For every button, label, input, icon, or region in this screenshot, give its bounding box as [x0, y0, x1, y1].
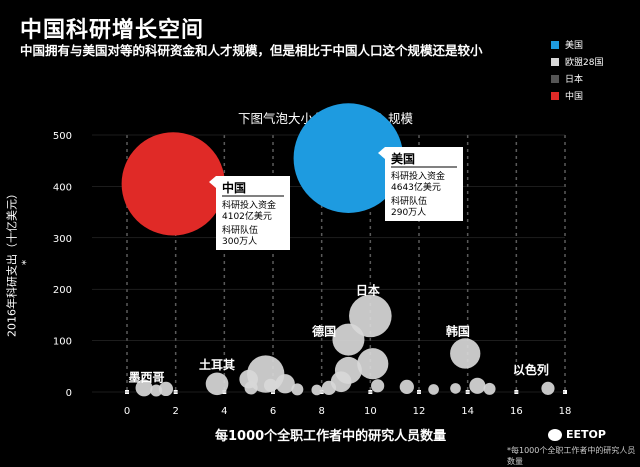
legend-item: 美国 — [551, 36, 603, 53]
country-label: 土耳其 — [199, 357, 235, 372]
bubble-eu-country — [334, 356, 362, 384]
bubble-eu-country — [428, 384, 439, 395]
bubble-eu-country — [541, 381, 555, 395]
brand-watermark: EETOP — [548, 428, 606, 441]
bubble-eu-country — [263, 378, 278, 392]
footnote: *每1000个全职工作者中的研究人员数量 — [507, 446, 636, 466]
legend-label: 欧盟28国 — [565, 58, 604, 68]
bubble-eu-country — [311, 384, 323, 396]
legend: 美国欧盟28国日本中国 — [551, 36, 603, 104]
bubble-eu-country — [158, 381, 174, 397]
y-tick-label: 200 — [53, 285, 72, 296]
callout-text: 科研队伍 — [222, 224, 258, 236]
callout-arrow — [209, 176, 216, 188]
y-axis-label: 2016年科研支出（十亿美元）* — [5, 188, 33, 337]
legend-swatch — [551, 40, 559, 49]
callout-country: 中国 — [222, 180, 246, 195]
bubble-eu-country — [371, 379, 385, 393]
bubble-usa — [293, 103, 404, 213]
x-tick-label: 0 — [124, 406, 130, 417]
bubble-eu-country — [483, 382, 496, 395]
chart-title-main: 中国科研增长空间 — [20, 18, 205, 43]
wechat-icon — [548, 428, 562, 441]
legend-label: 日本 — [565, 75, 584, 85]
bubble-eu-country — [291, 383, 304, 396]
x-tick-label: 6 — [270, 406, 276, 417]
chart-subtitle: 中国拥有与美国对等的科研资金和人才规模，但是相比于中国人口这个规模还是较小 — [20, 43, 483, 58]
legend-label: 中国 — [565, 92, 584, 102]
bubble-eu-country — [349, 294, 392, 338]
x-axis-label: 每1000个全职工作者中的研究人员数量 — [215, 429, 447, 444]
bubble-eu-country — [205, 372, 229, 396]
legend-swatch — [551, 91, 559, 100]
callout-country: 美国 — [391, 151, 415, 166]
callout-box — [216, 176, 290, 250]
bubble-eu-country — [450, 383, 461, 394]
legend-swatch — [551, 74, 559, 83]
country-label: 韩国 — [446, 323, 470, 338]
bubble-eu-country — [135, 379, 153, 397]
x-tick-label: 12 — [413, 406, 426, 417]
callout-text: 4643亿美元 — [391, 181, 441, 193]
callout-text: 300万人 — [222, 236, 257, 247]
callout-text: 4102亿美元 — [222, 210, 272, 222]
x-tick-label: 14 — [461, 406, 474, 417]
country-label: 日本 — [356, 282, 380, 297]
y-tick-label: 100 — [53, 337, 72, 348]
x-tick-label: 2 — [172, 406, 178, 417]
callout-text: 科研投入资金 — [391, 170, 445, 182]
callout-box — [385, 147, 463, 221]
x-tick-label: 4 — [221, 406, 227, 417]
country-label: 德国 — [312, 323, 336, 338]
legend-item: 欧盟28国 — [551, 53, 603, 70]
legend-swatch — [551, 57, 559, 66]
x-tick-label: 16 — [510, 406, 523, 417]
bubble-eu-country — [275, 374, 295, 394]
legend-item: 日本 — [551, 70, 603, 87]
y-tick-label: 400 — [53, 182, 72, 193]
brand-text: EETOP — [566, 428, 606, 441]
x-tick-label: 18 — [559, 406, 572, 417]
country-label: 以色列 — [513, 362, 549, 377]
bubble-eu-country — [469, 377, 486, 394]
y-tick-label: 300 — [53, 234, 72, 245]
x-tick-label: 8 — [318, 406, 324, 417]
callout-text: 科研投入资金 — [222, 199, 276, 211]
callout-text: 290万人 — [391, 207, 426, 218]
y-tick-label: 500 — [53, 131, 72, 142]
bubble-eu-country — [357, 348, 389, 380]
legend-label: 美国 — [565, 41, 584, 51]
callout-text: 科研队伍 — [391, 195, 427, 207]
callout-arrow — [378, 147, 385, 159]
country-label: 墨西哥 — [128, 371, 164, 385]
x-tick-label: 10 — [364, 406, 377, 417]
y-tick-label: 0 — [66, 388, 72, 399]
legend-item: 中国 — [551, 87, 603, 104]
bubble-china — [121, 132, 225, 236]
bubble-eu-country — [450, 338, 481, 369]
bubble-eu-country — [399, 379, 414, 394]
